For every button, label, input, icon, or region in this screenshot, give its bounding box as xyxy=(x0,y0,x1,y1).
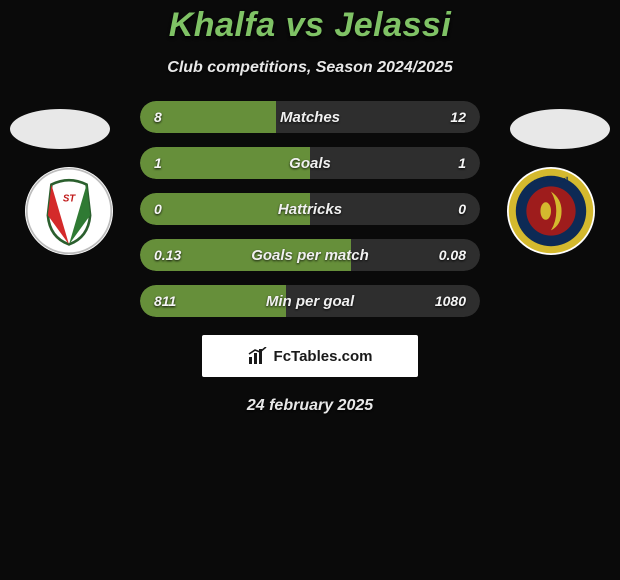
stat-value-right: 0 xyxy=(458,201,466,217)
stat-row: 11Goals xyxy=(140,147,480,179)
footer-date: 24 february 2025 xyxy=(0,397,620,415)
stat-bar-left xyxy=(140,147,310,179)
attribution-text: FcTables.com xyxy=(274,348,373,365)
player-photo-left xyxy=(10,109,110,149)
club-badge-right: الترجي الرياضي xyxy=(507,167,595,255)
page-subtitle: Club competitions, Season 2024/2025 xyxy=(0,59,620,77)
stat-value-left: 0.13 xyxy=(154,247,181,263)
stat-row: 00Hattricks xyxy=(140,193,480,225)
stat-value-left: 1 xyxy=(154,155,162,171)
stat-value-right: 1080 xyxy=(435,293,466,309)
stade-tunisien-badge-icon: ST xyxy=(25,167,113,255)
attribution-badge: FcTables.com xyxy=(202,335,418,377)
club-badge-left: ST xyxy=(25,167,113,255)
stat-row: 0.130.08Goals per match xyxy=(140,239,480,271)
player-photo-right xyxy=(510,109,610,149)
stat-value-left: 811 xyxy=(154,293,176,309)
stat-bar-right xyxy=(310,147,480,179)
bar-chart-icon xyxy=(248,347,268,365)
comparison-infographic: Khalfa vs Jelassi Club competitions, Sea… xyxy=(0,0,620,580)
stat-value-left: 8 xyxy=(154,109,162,125)
stat-bar-left xyxy=(140,193,310,225)
esperance-badge-icon: الترجي الرياضي xyxy=(507,167,595,255)
stat-value-right: 1 xyxy=(458,155,466,171)
stat-row: 8111080Min per goal xyxy=(140,285,480,317)
stat-value-right: 12 xyxy=(450,109,466,125)
stat-value-right: 0.08 xyxy=(439,247,466,263)
stat-bar-right xyxy=(310,193,480,225)
svg-text:الترجي الرياضي: الترجي الرياضي xyxy=(534,177,569,183)
content-area: ST الترجي الرياضي 812Matches11Goals00Hat… xyxy=(0,101,620,415)
stat-value-left: 0 xyxy=(154,201,162,217)
svg-text:ST: ST xyxy=(63,193,76,204)
stats-rows: 812Matches11Goals00Hattricks0.130.08Goal… xyxy=(140,101,480,317)
page-title: Khalfa vs Jelassi xyxy=(0,6,620,45)
stat-row: 812Matches xyxy=(140,101,480,133)
